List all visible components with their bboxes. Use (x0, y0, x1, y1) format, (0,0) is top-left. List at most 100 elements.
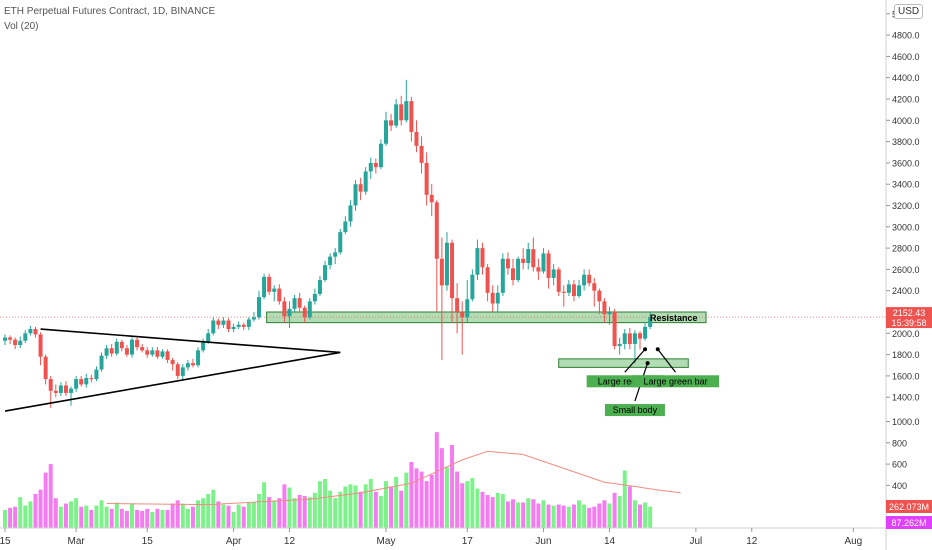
volume-bar (257, 493, 261, 528)
candle-body (165, 351, 170, 360)
candle (389, 113, 394, 131)
candle (444, 232, 449, 291)
candle (521, 248, 526, 270)
volume-bar (648, 506, 653, 528)
volume-bar (317, 481, 322, 528)
candle (38, 332, 43, 366)
volume-bar (511, 499, 515, 528)
price-tick-label: 2800.0 (892, 244, 920, 254)
volume-bar (140, 510, 145, 528)
candle-body (124, 348, 129, 355)
annotation-arrowhead (643, 347, 648, 352)
volume-bar (328, 490, 333, 528)
time-tick-label: 12 (746, 536, 758, 547)
volume-ma-line (106, 450, 681, 506)
candle (165, 349, 170, 364)
candle-body (516, 258, 521, 281)
candle (556, 267, 561, 297)
candle (571, 280, 576, 302)
volume-bar (419, 471, 424, 528)
candle-body (114, 341, 119, 354)
candle-body (3, 337, 7, 341)
candle-body (28, 329, 33, 334)
candle-body (450, 242, 455, 299)
volume-bar (424, 481, 429, 528)
volume-bar (404, 472, 409, 528)
volume-bar (358, 491, 363, 528)
candle (160, 349, 165, 359)
symbol-title[interactable]: ETH Perpetual Futures Contract, 1D, BINA… (4, 6, 216, 17)
volume-bar (607, 503, 612, 528)
annotation-arrowhead (645, 361, 650, 366)
candle (323, 260, 328, 283)
volume-indicator-label[interactable]: Vol (20) (4, 21, 39, 32)
price-tick-label: 2000.0 (892, 329, 920, 339)
candle (307, 298, 312, 320)
candle (434, 200, 439, 312)
candle (516, 256, 521, 283)
volume-bar (333, 498, 338, 528)
annotation-arrowhead (655, 347, 660, 352)
candle (348, 200, 353, 227)
candle (297, 292, 302, 312)
candle (373, 158, 378, 174)
volume-bar (389, 486, 394, 528)
time-tick-label: 14 (604, 536, 616, 547)
candle (328, 253, 333, 270)
volume-bar (63, 503, 68, 528)
volume-bar (3, 509, 7, 528)
volume-bar (190, 506, 195, 528)
candle-body (53, 390, 58, 393)
volume-bar (23, 505, 28, 528)
candle (404, 79, 409, 123)
volume-bar (485, 494, 490, 528)
candle-body (571, 284, 576, 297)
triangle-upper-line (40, 328, 341, 354)
candle (155, 347, 160, 359)
candle (602, 298, 607, 323)
volume-bar (226, 505, 231, 528)
candle (63, 381, 68, 397)
candle-body (353, 184, 358, 206)
candle-body (38, 334, 43, 357)
candle (175, 362, 180, 380)
volume-bar (272, 500, 277, 528)
candle-body (328, 256, 333, 266)
volume-bar (206, 493, 211, 528)
candle-body (99, 355, 104, 370)
volume-bar (521, 502, 526, 528)
candle-body (323, 265, 328, 281)
annotation-box (604, 404, 665, 417)
candle-body (348, 205, 353, 222)
candle-body (399, 104, 404, 121)
candle-body (592, 283, 597, 291)
volume-bar (587, 507, 592, 528)
candle-body (145, 350, 150, 355)
candle (13, 337, 18, 350)
candle-body (89, 378, 94, 380)
candle (561, 285, 566, 307)
candle (597, 288, 602, 315)
candle (236, 321, 241, 330)
volume-bar (470, 477, 475, 528)
candle (617, 337, 622, 355)
volume-bar (89, 509, 94, 528)
volume-bar (505, 501, 510, 528)
candle-body (444, 242, 449, 286)
candle (622, 329, 627, 350)
volume-bar (262, 482, 267, 528)
candle-body (582, 274, 587, 286)
volume-bar (28, 501, 33, 528)
candle (196, 347, 201, 368)
volume-value: 262.073M (889, 502, 929, 512)
candle-body (409, 101, 414, 133)
candle-body (216, 320, 221, 325)
candle-body (317, 280, 322, 294)
candle-body (13, 339, 18, 346)
volume-bar (378, 496, 383, 528)
candle (8, 335, 13, 344)
candle (648, 312, 653, 330)
candle-body (358, 184, 363, 192)
currency-badge[interactable]: USD (894, 4, 924, 19)
